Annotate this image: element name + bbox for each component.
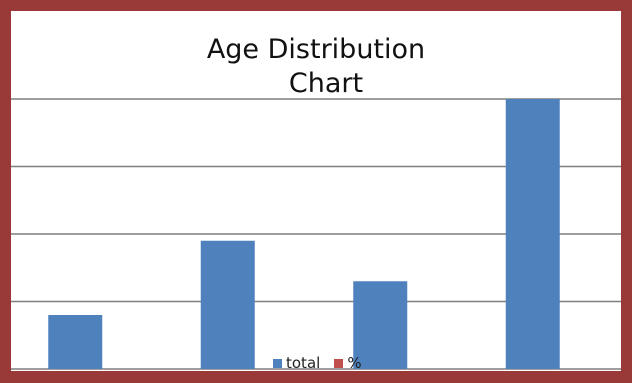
bar-chart-plot — [11, 98, 621, 370]
legend-item-percent: % — [334, 354, 362, 372]
chart-title-line-1: Age Distribution — [206, 34, 426, 65]
chart-area: Age Distribution Chart total % — [11, 11, 621, 372]
bar-total-4 — [505, 99, 560, 369]
chart-title-line-2: Chart — [288, 68, 364, 99]
bar-total-3 — [353, 281, 408, 369]
legend-label-total: total — [286, 354, 321, 372]
legend-item-total: total — [273, 354, 320, 372]
legend-label-percent: % — [347, 354, 362, 372]
bar-total-2 — [200, 240, 255, 369]
chart-legend: total % — [273, 354, 376, 372]
legend-swatch-total — [273, 358, 282, 368]
legend-swatch-percent — [334, 358, 344, 368]
chart-title: Age Distribution Chart — [166, 33, 466, 101]
bar-total-1 — [48, 315, 103, 369]
